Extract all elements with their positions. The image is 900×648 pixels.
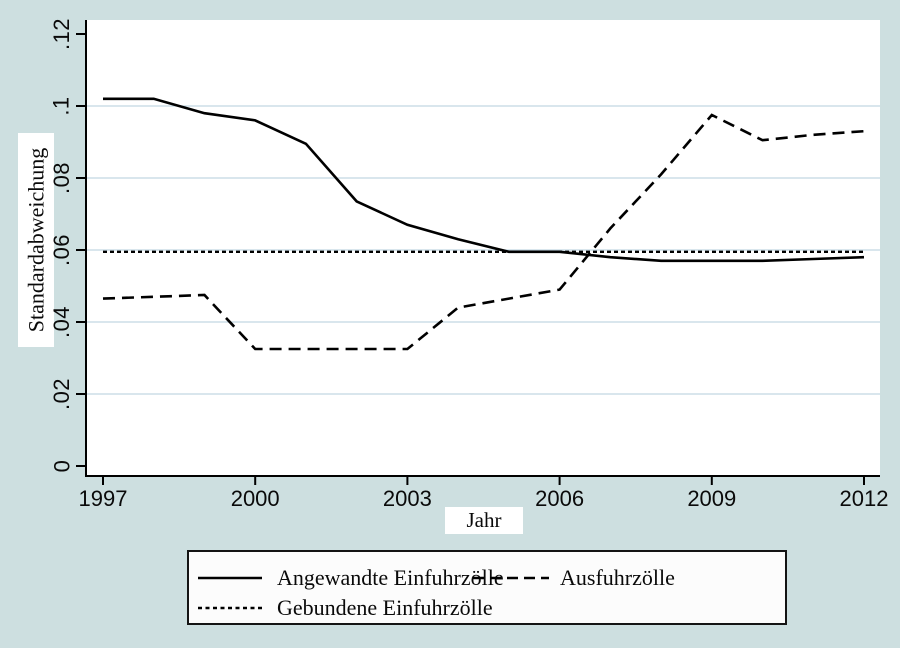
gridlines (86, 105, 880, 395)
y-tick-label: .04 (44, 304, 80, 340)
legend-item-gebundene: Gebundene Einfuhrzölle (197, 594, 493, 622)
y-tick-label-text: .08 (49, 161, 74, 195)
x-tick-label: 1997 (78, 486, 128, 511)
data-series (102, 97, 865, 351)
x-tick-label: 2003 (382, 486, 432, 511)
x-tick-label: 2006 (535, 486, 585, 511)
tick-marks (76, 33, 865, 485)
axes (85, 20, 880, 477)
legend-label: Angewandte Einfuhrzölle (277, 565, 504, 590)
y-tick-label: .1 (44, 88, 80, 124)
y-tick-label-text: 0 (49, 459, 74, 473)
y-axis-title-box: Standardabweichung (18, 133, 54, 347)
y-tick-label-text: .02 (49, 377, 74, 411)
y-tick-label: .06 (44, 232, 80, 268)
y-tick-label: .08 (44, 160, 80, 196)
x-tick-label: 2012 (839, 486, 889, 511)
plot-area (85, 20, 880, 477)
legend-sample-dotted-line (198, 606, 262, 610)
y-tick-label-text: .1 (48, 96, 74, 116)
y-tick-label: 0 (44, 448, 80, 484)
series-dashed-line (102, 113, 865, 351)
legend-label: Gebundene Einfuhrzölle (277, 595, 493, 620)
x-tick-label: 2009 (687, 486, 737, 511)
legend-sample-solid-line (198, 576, 262, 580)
legend-item-ausfuhr: Ausfuhrzölle (472, 564, 675, 592)
y-tick-label-text: .04 (49, 305, 74, 339)
x-tick-label: 2000 (230, 486, 280, 511)
legend-item-angewandte: Angewandte Einfuhrzölle (197, 564, 504, 592)
y-tick-label: .02 (44, 376, 80, 412)
x-axis-title: Jahr (466, 508, 502, 532)
legend-label: Ausfuhrzölle (560, 565, 675, 590)
y-tick-label-text: .12 (49, 17, 74, 51)
legend-sample-dashed-line (473, 576, 549, 580)
series-solid-line (103, 97, 865, 263)
x-axis-title-box: Jahr (445, 507, 523, 534)
y-tick-label: .12 (44, 16, 80, 52)
y-tick-label-text: .06 (49, 233, 74, 267)
legend-box: Angewandte Einfuhrzölle Ausfuhrzölle Geb… (187, 550, 787, 625)
